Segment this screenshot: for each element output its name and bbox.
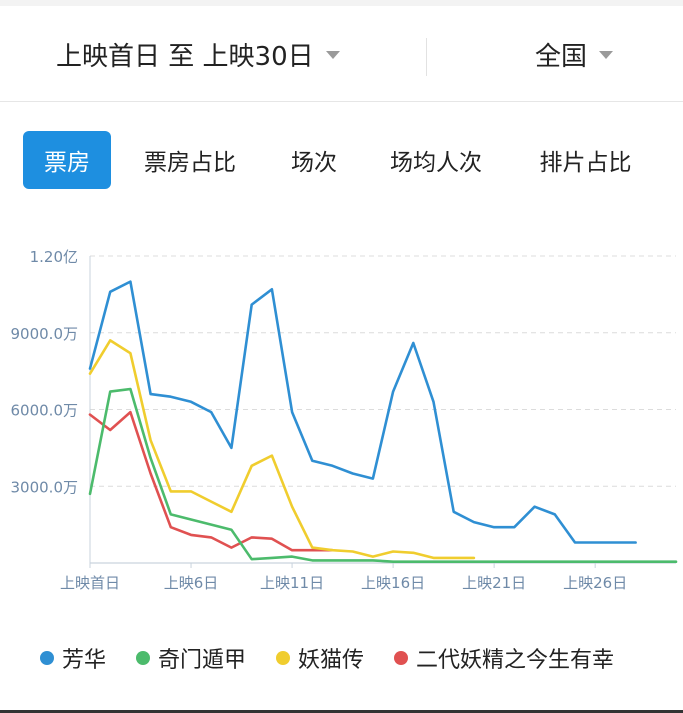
chevron-down-icon [325,51,340,59]
legend-label: 芳华 [62,648,107,673]
legend-label: 二代妖精之今生有幸 [416,648,615,673]
tab-label: 场均人次 [390,150,482,176]
date-range-label: 上映首日 至 上映30日 [56,41,314,72]
legend-dot-icon [136,651,151,665]
legend-dot-icon [40,651,54,665]
series-line [88,339,476,560]
x-tick-label: 上映首日 [60,574,120,592]
metric-tabs: 票房 票房占比 场次 场均人次 排片占比 [23,131,658,189]
series-line [88,410,334,552]
x-tick-label: 上映16日 [361,574,425,592]
legend-dot-icon [394,651,409,665]
tab-label: 排片占比 [539,150,632,176]
y-tick-label: 9000.0万 [11,325,79,343]
x-tick-label: 上映6日 [164,574,219,592]
tab-label: 场次 [291,150,337,176]
x-tick-label: 上映26日 [563,574,627,592]
legend-label: 妖猫传 [298,648,365,673]
chevron-down-icon [599,51,613,59]
divider [426,38,427,76]
y-tick-label: 6000.0万 [11,402,79,420]
bottom-divider [0,710,683,713]
legend-item[interactable]: 芳华 [40,642,106,674]
region-label: 全国 [534,41,587,72]
chart-legend: 芳华 奇门遁甲 妖猫传 二代妖精之今生有幸 [40,640,614,676]
tab-schedule-share[interactable]: 排片占比 [513,131,658,189]
legend-label: 奇门遁甲 [158,648,247,673]
region-dropdown[interactable]: 全国 [535,34,613,74]
tab-avg-attendance[interactable]: 场均人次 [359,131,513,189]
y-tick-label: 3000.0万 [11,478,79,496]
legend-item[interactable]: 奇门遁甲 [136,642,246,674]
legend-item[interactable]: 妖猫传 [276,642,364,674]
y-tick-label: 1.20亿 [30,248,78,266]
date-range-dropdown[interactable]: 上映首日 至 上映30日 [56,34,340,74]
tab-box-office[interactable]: 票房 [23,131,111,189]
x-tick-label: 上映11日 [260,574,324,592]
series-line [88,280,637,544]
box-office-chart: 1.20亿 9000.0万 6000.0万 3000.0万上映首日 上映6日 上映11日 上… [0,235,683,605]
tab-screenings[interactable]: 场次 [269,131,359,189]
tab-box-office-share[interactable]: 票房占比 [111,131,269,189]
legend-dot-icon [276,651,291,665]
series-line [88,387,678,564]
filter-bar: 上映首日 至 上映30日 全国 [0,0,683,102]
x-tick-label: 上映21日 [462,574,526,592]
tab-label: 票房占比 [144,150,236,176]
legend-item[interactable]: 二代妖精之今生有幸 [394,642,614,674]
tab-label: 票房 [44,150,90,176]
